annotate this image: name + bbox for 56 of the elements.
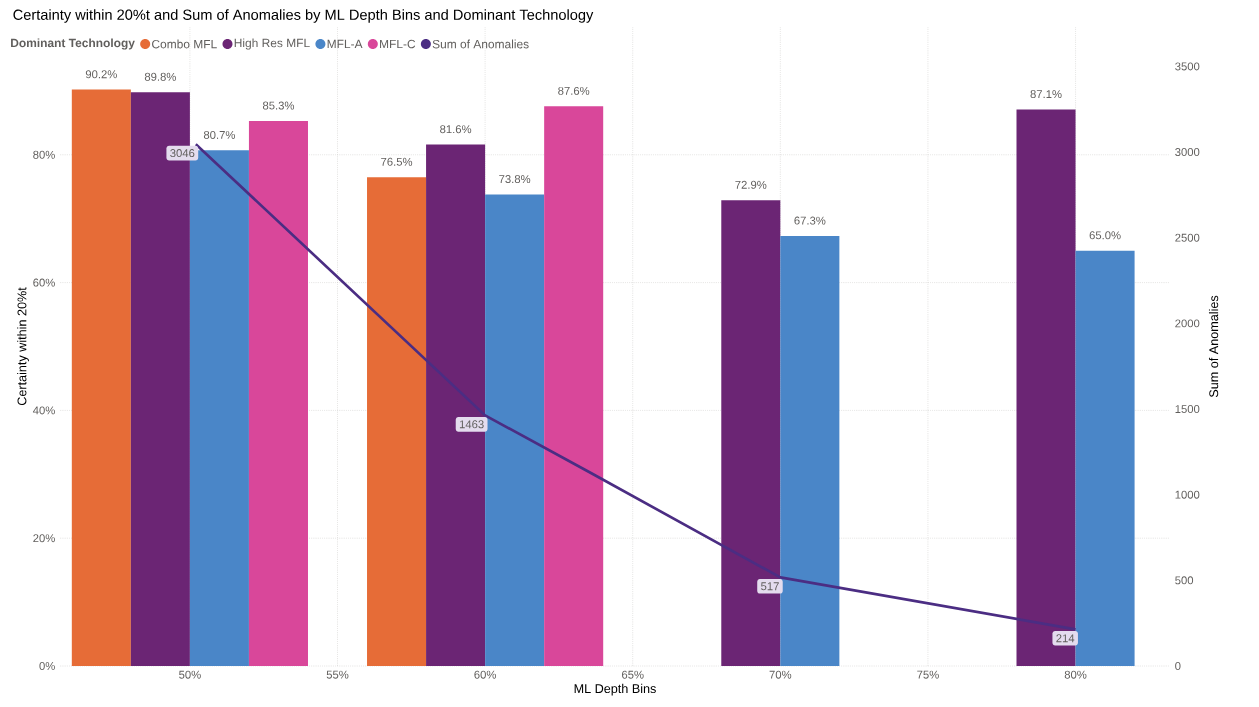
bar (71, 89, 131, 666)
data-label: 73.8% (499, 175, 531, 184)
y2-tick-label: 1500 (1175, 405, 1200, 414)
y-tick-label: 60% (33, 278, 55, 287)
y-tick-label: 80% (33, 150, 55, 159)
y2-tick-label: 3000 (1175, 148, 1200, 157)
bar (485, 194, 545, 666)
data-label: 80.7% (203, 130, 236, 139)
bar (544, 106, 604, 666)
y2-tick-label: 2500 (1175, 233, 1200, 242)
x-tick-label: 80% (1064, 670, 1087, 679)
y2-tick-label: 3500 (1175, 62, 1200, 71)
legend-label: Sum of Anomalies (432, 39, 529, 49)
x-tick-label: 55% (326, 670, 349, 679)
data-label: 65.0% (1089, 231, 1121, 240)
legend-title: Dominant Technology (11, 38, 135, 50)
bar (1075, 250, 1135, 666)
y2-tick-label: 500 (1175, 576, 1194, 585)
data-label: 81.6% (440, 125, 472, 134)
y2-tick-label: 0 (1175, 662, 1181, 670)
data-label: 1463 (459, 420, 484, 429)
bar (426, 144, 486, 666)
legend-label: High Res MFL (234, 38, 310, 50)
data-label: 87.6% (558, 86, 590, 95)
legend-label: MFL-C (380, 39, 416, 49)
x-tick-label: 75% (917, 670, 939, 679)
data-label: 67.3% (794, 216, 826, 225)
data-label: 214 (1056, 634, 1075, 643)
bar (721, 200, 781, 666)
y-tick-label: 20% (33, 534, 55, 543)
x-tick-label: 65% (622, 670, 644, 679)
legend-label: MFL-A (327, 39, 363, 49)
data-label: 89.8% (144, 72, 176, 81)
y-axis-title: Certainty within 20%t (17, 287, 29, 406)
data-label: 85.3% (262, 101, 295, 110)
data-label: 76.5% (381, 157, 413, 166)
x-axis-title: ML Depth Bins (574, 683, 656, 696)
data-label: 517 (761, 582, 779, 591)
y2-axis-title: Sum of Anomalies (1208, 295, 1219, 398)
y2-tick-label: 1000 (1175, 490, 1200, 499)
chart-title: Certainty within 20%t and Sum of Anomalies by ML Depth Bins and Dominant Technology (13, 9, 594, 23)
bar (248, 120, 308, 666)
y-tick-label: 40% (32, 406, 55, 415)
x-tick-label: 60% (474, 670, 497, 679)
x-tick-label: 70% (769, 670, 792, 679)
x-tick-label: 50% (179, 670, 201, 679)
bar (367, 177, 427, 666)
legend-label: Combo MFL (152, 39, 217, 49)
data-label: 72.9% (735, 180, 767, 189)
bar (1016, 109, 1076, 666)
bar (780, 235, 840, 666)
data-label: 87.1% (1030, 90, 1062, 99)
data-label: 3046 (170, 149, 195, 158)
y2-tick-label: 2000 (1175, 319, 1200, 328)
y-tick-label: 0% (39, 662, 55, 670)
data-label: 90.2% (85, 70, 117, 79)
